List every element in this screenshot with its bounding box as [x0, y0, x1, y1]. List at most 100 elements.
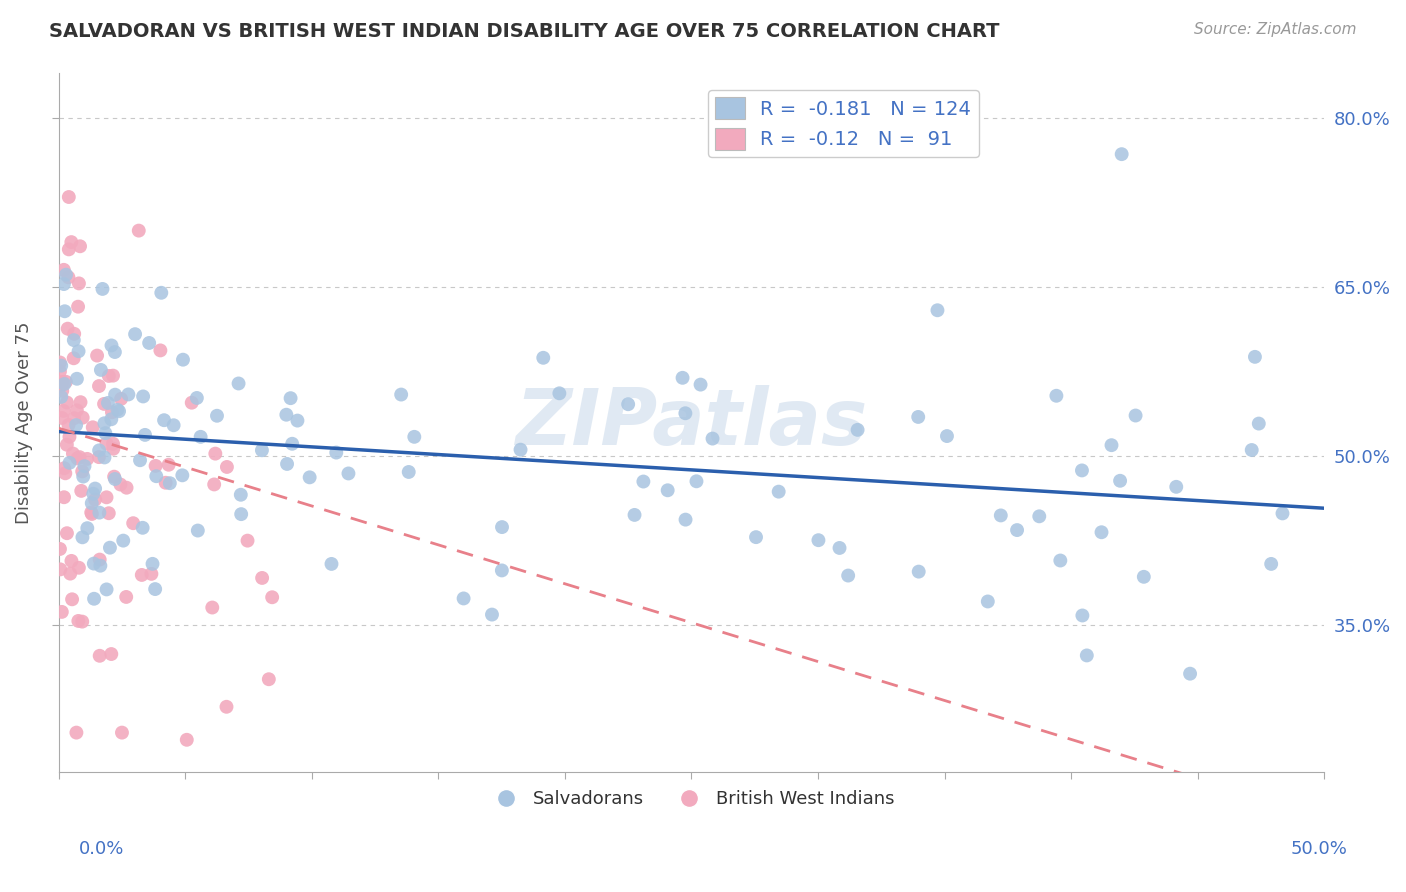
Point [101, 405, 124, 419]
Point [100, 412, 122, 426]
Point [69, 239, 91, 253]
Point [215, 699, 238, 714]
Point [84, 482, 107, 496]
Point [1101, 438, 1123, 452]
Text: SALVADORAN VS BRITISH WEST INDIAN DISABILITY AGE OVER 75 CORRELATION CHART: SALVADORAN VS BRITISH WEST INDIAN DISABI… [49, 22, 1000, 41]
Point [80, 496, 103, 510]
Point [52, 277, 75, 291]
Point [689, 377, 711, 392]
Point [63, 326, 86, 341]
Point [56, 438, 79, 452]
Point [1178, 666, 1201, 681]
Point [1271, 507, 1294, 521]
Point [389, 387, 412, 401]
Point [287, 414, 309, 428]
Point [58, 190, 80, 204]
Point [91, 282, 114, 296]
Point [108, 404, 131, 418]
Point [143, 582, 166, 596]
Point [83, 557, 105, 571]
Point [150, 285, 173, 300]
Point [1247, 417, 1270, 431]
Point [56, 526, 79, 541]
Point [491, 520, 513, 534]
Point [52, 263, 75, 277]
Point [62, 333, 84, 347]
Point [128, 224, 150, 238]
Legend: Salvadorans, British West Indians: Salvadorans, British West Indians [481, 783, 903, 815]
Point [51, 375, 73, 389]
Point [96, 491, 118, 505]
Point [49, 364, 72, 378]
Point [53, 490, 76, 504]
Point [96, 582, 118, 597]
Point [675, 513, 697, 527]
Point [215, 459, 238, 474]
Point [768, 484, 790, 499]
Point [1071, 463, 1094, 477]
Point [89, 443, 111, 458]
Point [280, 391, 302, 405]
Point [132, 389, 155, 403]
Point [250, 571, 273, 585]
Point [104, 387, 127, 401]
Point [73, 459, 96, 474]
Point [89, 506, 111, 520]
Point [276, 457, 298, 471]
Point [145, 458, 167, 473]
Point [53, 461, 76, 475]
Point [56, 321, 79, 335]
Point [229, 488, 252, 502]
Point [201, 600, 224, 615]
Point [97, 506, 120, 520]
Point [1125, 409, 1147, 423]
Point [89, 558, 111, 573]
Point [107, 402, 129, 417]
Point [138, 335, 160, 350]
Point [481, 607, 503, 622]
Point [115, 481, 138, 495]
Point [1090, 525, 1112, 540]
Point [51, 390, 73, 404]
Point [101, 436, 124, 450]
Point [62, 446, 84, 460]
Point [110, 477, 132, 491]
Point [337, 467, 360, 481]
Point [491, 563, 513, 577]
Point [1028, 509, 1050, 524]
Point [87, 450, 110, 464]
Point [97, 368, 120, 383]
Point [531, 351, 554, 365]
Point [60, 235, 83, 249]
Point [100, 338, 122, 352]
Point [111, 725, 134, 739]
Text: Source: ZipAtlas.com: Source: ZipAtlas.com [1194, 22, 1357, 37]
Point [84, 492, 107, 507]
Point [1076, 648, 1098, 663]
Point [103, 469, 125, 483]
Point [321, 557, 343, 571]
Point [671, 371, 693, 385]
Point [65, 725, 87, 739]
Point [509, 442, 531, 457]
Point [51, 384, 73, 398]
Point [80, 506, 103, 520]
Y-axis label: Disability Age Over 75: Disability Age Over 75 [15, 321, 32, 524]
Point [281, 437, 304, 451]
Point [1240, 443, 1263, 458]
Point [141, 557, 163, 571]
Point [83, 591, 105, 606]
Point [86, 349, 108, 363]
Point [112, 533, 135, 548]
Point [262, 591, 284, 605]
Point [80, 507, 103, 521]
Point [66, 451, 89, 466]
Point [1111, 147, 1133, 161]
Point [846, 423, 869, 437]
Point [745, 530, 768, 544]
Text: 50.0%: 50.0% [1291, 840, 1347, 858]
Point [49, 541, 72, 556]
Point [59, 566, 82, 581]
Point [76, 451, 98, 466]
Point [828, 541, 851, 555]
